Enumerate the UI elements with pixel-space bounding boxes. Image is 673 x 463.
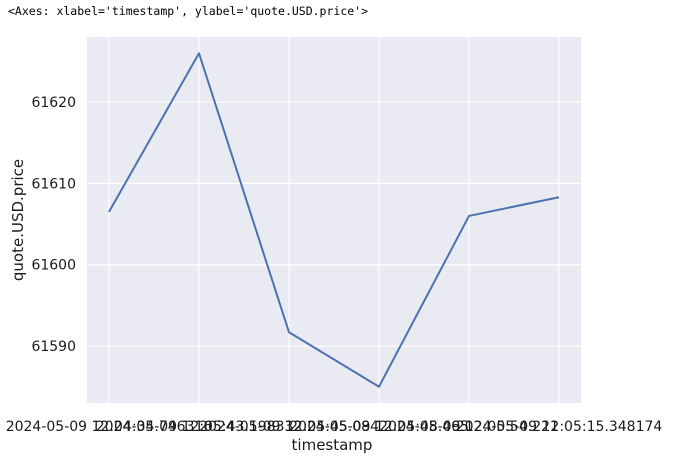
y-tick-label: 61610	[31, 176, 76, 192]
y-tick-label: 61590	[31, 339, 76, 355]
y-axis-label: quote.USD.price	[9, 159, 27, 281]
x-tick-label: 2024-05-09 12:05:48.465	[289, 419, 469, 435]
x-tick-label: 2024-05-09 12:05:15.348174	[456, 419, 663, 435]
y-gridlines	[87, 101, 581, 347]
y-tick-label: 61600	[31, 258, 76, 274]
x-gridlines	[108, 37, 560, 403]
axes-repr-text: <Axes: xlabel='timestamp', ylabel='quote…	[8, 4, 369, 18]
x-tick-label: 2024-05-09 12:04:34.746316	[6, 419, 213, 435]
x-axis-label: timestamp	[292, 436, 373, 454]
series-layer	[108, 52, 560, 388]
x-tick-label: 2024-05-09 12:05:43.198332	[96, 419, 303, 435]
y-tick-label: 61620	[31, 95, 76, 111]
series-line	[108, 52, 560, 388]
x-tick-label: 2024-05-09 12:05:45.084	[199, 419, 379, 435]
y-tick-labels: 61590 61600 61610 61620	[31, 95, 76, 355]
plot-area	[87, 37, 581, 403]
x-tick-label: 2024-05-09 12:05:54.221	[379, 419, 559, 435]
